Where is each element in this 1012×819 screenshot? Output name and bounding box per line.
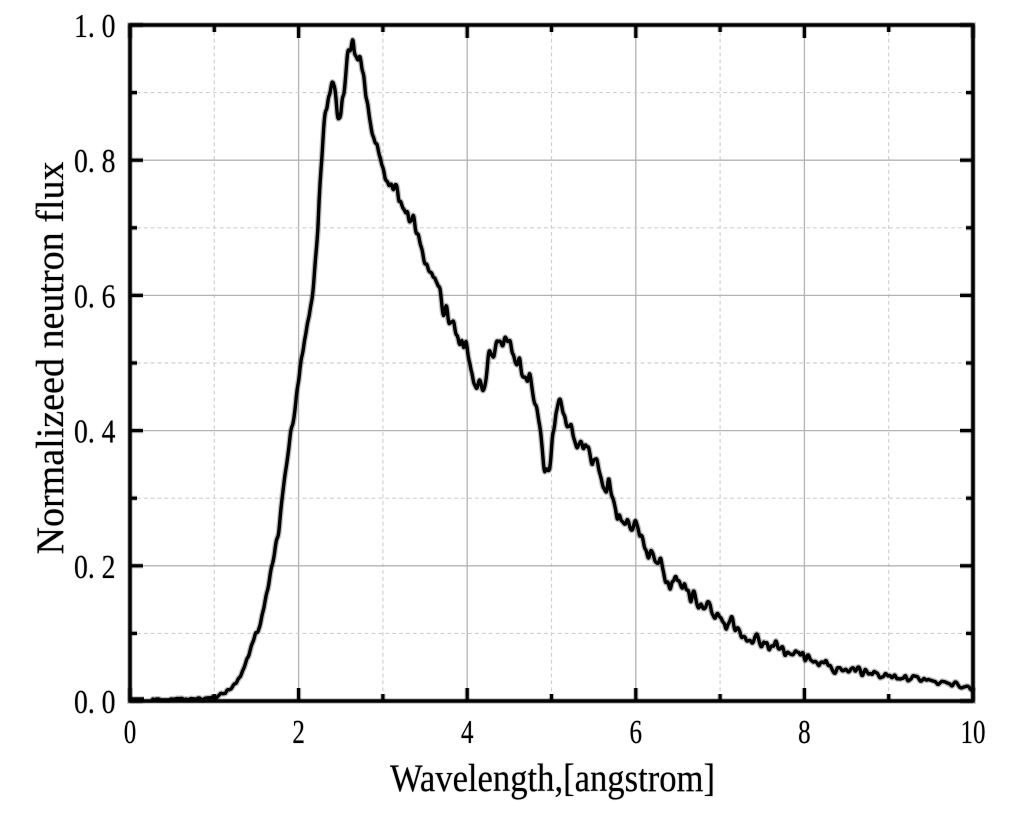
svg-text:4: 4 [461,714,474,751]
svg-text:1. 0: 1. 0 [74,8,116,45]
svg-text:8: 8 [798,714,811,751]
svg-text:0. 4: 0. 4 [74,414,116,451]
svg-text:0. 8: 0. 8 [74,143,116,180]
svg-text:0. 6: 0. 6 [74,278,116,315]
svg-text:10: 10 [961,714,986,751]
svg-text:2: 2 [292,714,305,751]
svg-text:Normalizeed neutron flux: Normalizeed neutron flux [29,161,72,554]
svg-text:0. 2: 0. 2 [74,549,116,586]
svg-text:6: 6 [630,714,643,751]
svg-text:0: 0 [124,714,137,751]
svg-text:0. 0: 0. 0 [74,684,116,721]
svg-text:Wavelength,[angstrom]: Wavelength,[angstrom] [390,757,715,800]
